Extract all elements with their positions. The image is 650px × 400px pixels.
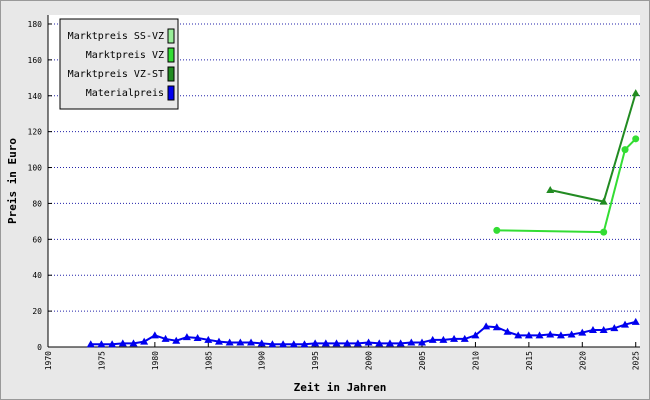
y-tick-label: 120 — [28, 128, 43, 137]
marker — [311, 339, 320, 347]
marker — [129, 339, 138, 347]
legend-box — [59, 18, 179, 110]
marker — [375, 339, 384, 347]
marker — [289, 340, 298, 348]
marker — [214, 337, 223, 345]
marker — [546, 185, 555, 193]
x-tick-label: 1995 — [311, 351, 320, 370]
legend-label: Marktpreis SS-VZ — [68, 31, 164, 42]
marker — [332, 339, 341, 347]
marker — [279, 340, 288, 348]
y-tick-label: 40 — [32, 271, 42, 280]
x-tick-label: 2000 — [365, 351, 374, 370]
marker — [493, 226, 501, 234]
marker — [492, 323, 501, 331]
y-tick-label: 100 — [28, 164, 43, 173]
series-line — [90, 320, 636, 346]
x-tick-label: 2005 — [418, 351, 427, 370]
marker — [556, 331, 565, 339]
legend-swatch — [167, 85, 175, 101]
marker — [150, 331, 159, 339]
y-tick-label: 160 — [28, 56, 43, 65]
marker — [631, 317, 640, 325]
marker — [567, 330, 576, 338]
marker — [610, 324, 619, 332]
x-tick-label: 1975 — [97, 351, 106, 370]
x-tick-label: 2010 — [471, 351, 480, 370]
y-tick-label: 180 — [28, 20, 43, 29]
marker — [193, 334, 202, 342]
marker — [396, 339, 405, 347]
x-tick-label: 2015 — [525, 351, 534, 370]
marker — [140, 337, 149, 345]
marker — [471, 331, 480, 339]
marker — [418, 338, 427, 346]
marker — [407, 338, 416, 346]
legend-swatch — [167, 66, 175, 82]
marker — [621, 320, 630, 328]
marker — [118, 339, 127, 347]
marker — [353, 339, 362, 347]
series-line — [496, 138, 637, 234]
marker — [428, 335, 437, 343]
marker — [450, 334, 459, 342]
legend-swatch — [167, 28, 175, 44]
marker — [632, 135, 640, 143]
marker — [482, 322, 491, 330]
x-tick-label: 1990 — [258, 351, 267, 370]
y-tick-label: 20 — [32, 307, 42, 316]
marker — [182, 333, 191, 341]
x-tick-label: 2025 — [632, 351, 641, 370]
marker — [631, 89, 640, 97]
legend-label: Materialpreis — [86, 88, 164, 99]
y-tick-label: 80 — [32, 199, 42, 208]
marker — [514, 331, 523, 339]
x-tick-label: 1985 — [204, 351, 213, 370]
legend-label: Marktpreis VZ — [86, 50, 164, 61]
marker — [236, 338, 245, 346]
marker — [204, 335, 213, 343]
marker — [460, 334, 469, 342]
marker — [161, 334, 170, 342]
marker — [247, 338, 256, 346]
x-tick-label: 2020 — [578, 351, 587, 370]
marker — [225, 338, 234, 346]
marker — [86, 340, 95, 348]
marker — [257, 339, 266, 347]
legend-swatch — [167, 47, 175, 63]
marker — [385, 339, 394, 347]
y-tick-label: 140 — [28, 92, 43, 101]
x-tick-label: 1970 — [44, 351, 53, 370]
marker — [97, 340, 106, 348]
marker — [588, 325, 597, 333]
y-axis-label: Preis in Euro — [6, 138, 19, 224]
marker — [535, 331, 544, 339]
marker — [546, 330, 555, 338]
x-axis-label: Zeit in Jahren — [294, 381, 387, 394]
marker — [599, 325, 608, 333]
marker — [599, 197, 608, 205]
marker — [600, 228, 608, 236]
y-tick-label: 60 — [32, 235, 42, 244]
marker — [268, 340, 277, 348]
marker — [578, 328, 587, 336]
marker — [439, 335, 448, 343]
marker — [621, 146, 629, 154]
x-tick-label: 1980 — [151, 351, 160, 370]
marker — [364, 338, 373, 346]
legend-label: Marktpreis VZ-ST — [68, 69, 164, 80]
marker — [172, 336, 181, 344]
marker — [108, 340, 117, 348]
marker — [343, 339, 352, 347]
y-tick-label: 0 — [37, 343, 42, 352]
marker — [321, 339, 330, 347]
marker — [503, 327, 512, 335]
marker — [524, 331, 533, 339]
marker — [300, 340, 309, 348]
